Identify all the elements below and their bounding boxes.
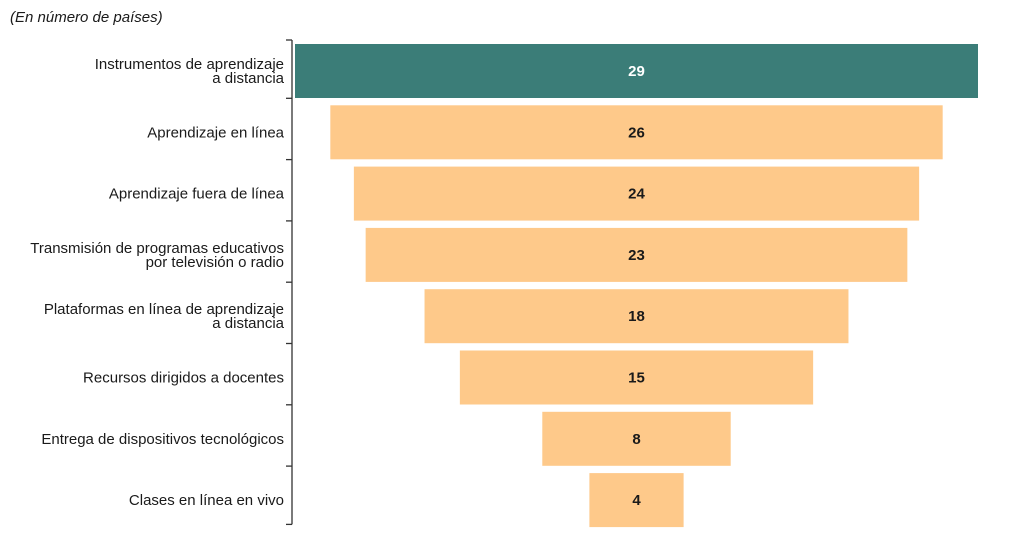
- bar: [459, 350, 814, 405]
- category-label: Recursos dirigidos a docentes: [83, 370, 284, 387]
- bar-value-label: 15: [628, 370, 645, 387]
- category-label-line: Entrega de dispositivos tecnológicos: [41, 431, 284, 448]
- bar: [353, 166, 920, 221]
- category-label: Plataformas en línea de aprendizaje a dis…: [44, 301, 285, 332]
- bar: [589, 473, 684, 528]
- category-label-line: por televisión o radio: [146, 254, 284, 271]
- category-label-line: Recursos dirigidos a docentes: [83, 370, 284, 387]
- bar-value-label: 24: [628, 186, 645, 203]
- bar: [295, 44, 978, 98]
- category-label-line: Plataformas en línea de aprendizaje: [44, 301, 284, 318]
- category-label: Transmisión de programas educativos por t…: [30, 240, 284, 271]
- category-labels: Instrumentos de aprendizaje a distanciaAp…: [30, 56, 284, 509]
- bar: [365, 227, 908, 282]
- chart-subtitle: (En número de países): [10, 9, 163, 26]
- category-label-line: Instrumentos de aprendizaje: [95, 56, 284, 73]
- bar-value-label: 29: [628, 63, 645, 80]
- category-label-line: Clases en línea en vivo: [129, 492, 284, 509]
- category-label: Instrumentos de aprendizaje a distancia: [95, 56, 285, 87]
- category-label: Clases en línea en vivo: [129, 492, 284, 509]
- category-label: Entrega de dispositivos tecnológicos: [41, 431, 284, 448]
- bar-value-label: 4: [632, 492, 641, 509]
- bar-value-label: 18: [628, 308, 645, 325]
- category-label-line: Aprendizaje fuera de línea: [109, 186, 285, 203]
- bar: [424, 289, 849, 344]
- bar-value-label: 8: [632, 431, 640, 448]
- bar: [330, 105, 943, 160]
- bars: 29 26 24 23 18 15 8 4: [295, 44, 978, 528]
- bar: [542, 411, 731, 466]
- category-label-line: Transmisión de programas educativos: [30, 240, 284, 257]
- y-axis: [286, 39, 293, 526]
- bar-value-label: 23: [628, 247, 645, 264]
- category-label-line: a distancia: [212, 70, 284, 87]
- category-label-line: a distancia: [212, 315, 284, 332]
- category-label: Aprendizaje fuera de línea: [109, 186, 285, 203]
- bar-value-label: 26: [628, 124, 645, 141]
- category-label: Aprendizaje en línea: [147, 124, 284, 141]
- category-label-line: Aprendizaje en línea: [147, 124, 284, 141]
